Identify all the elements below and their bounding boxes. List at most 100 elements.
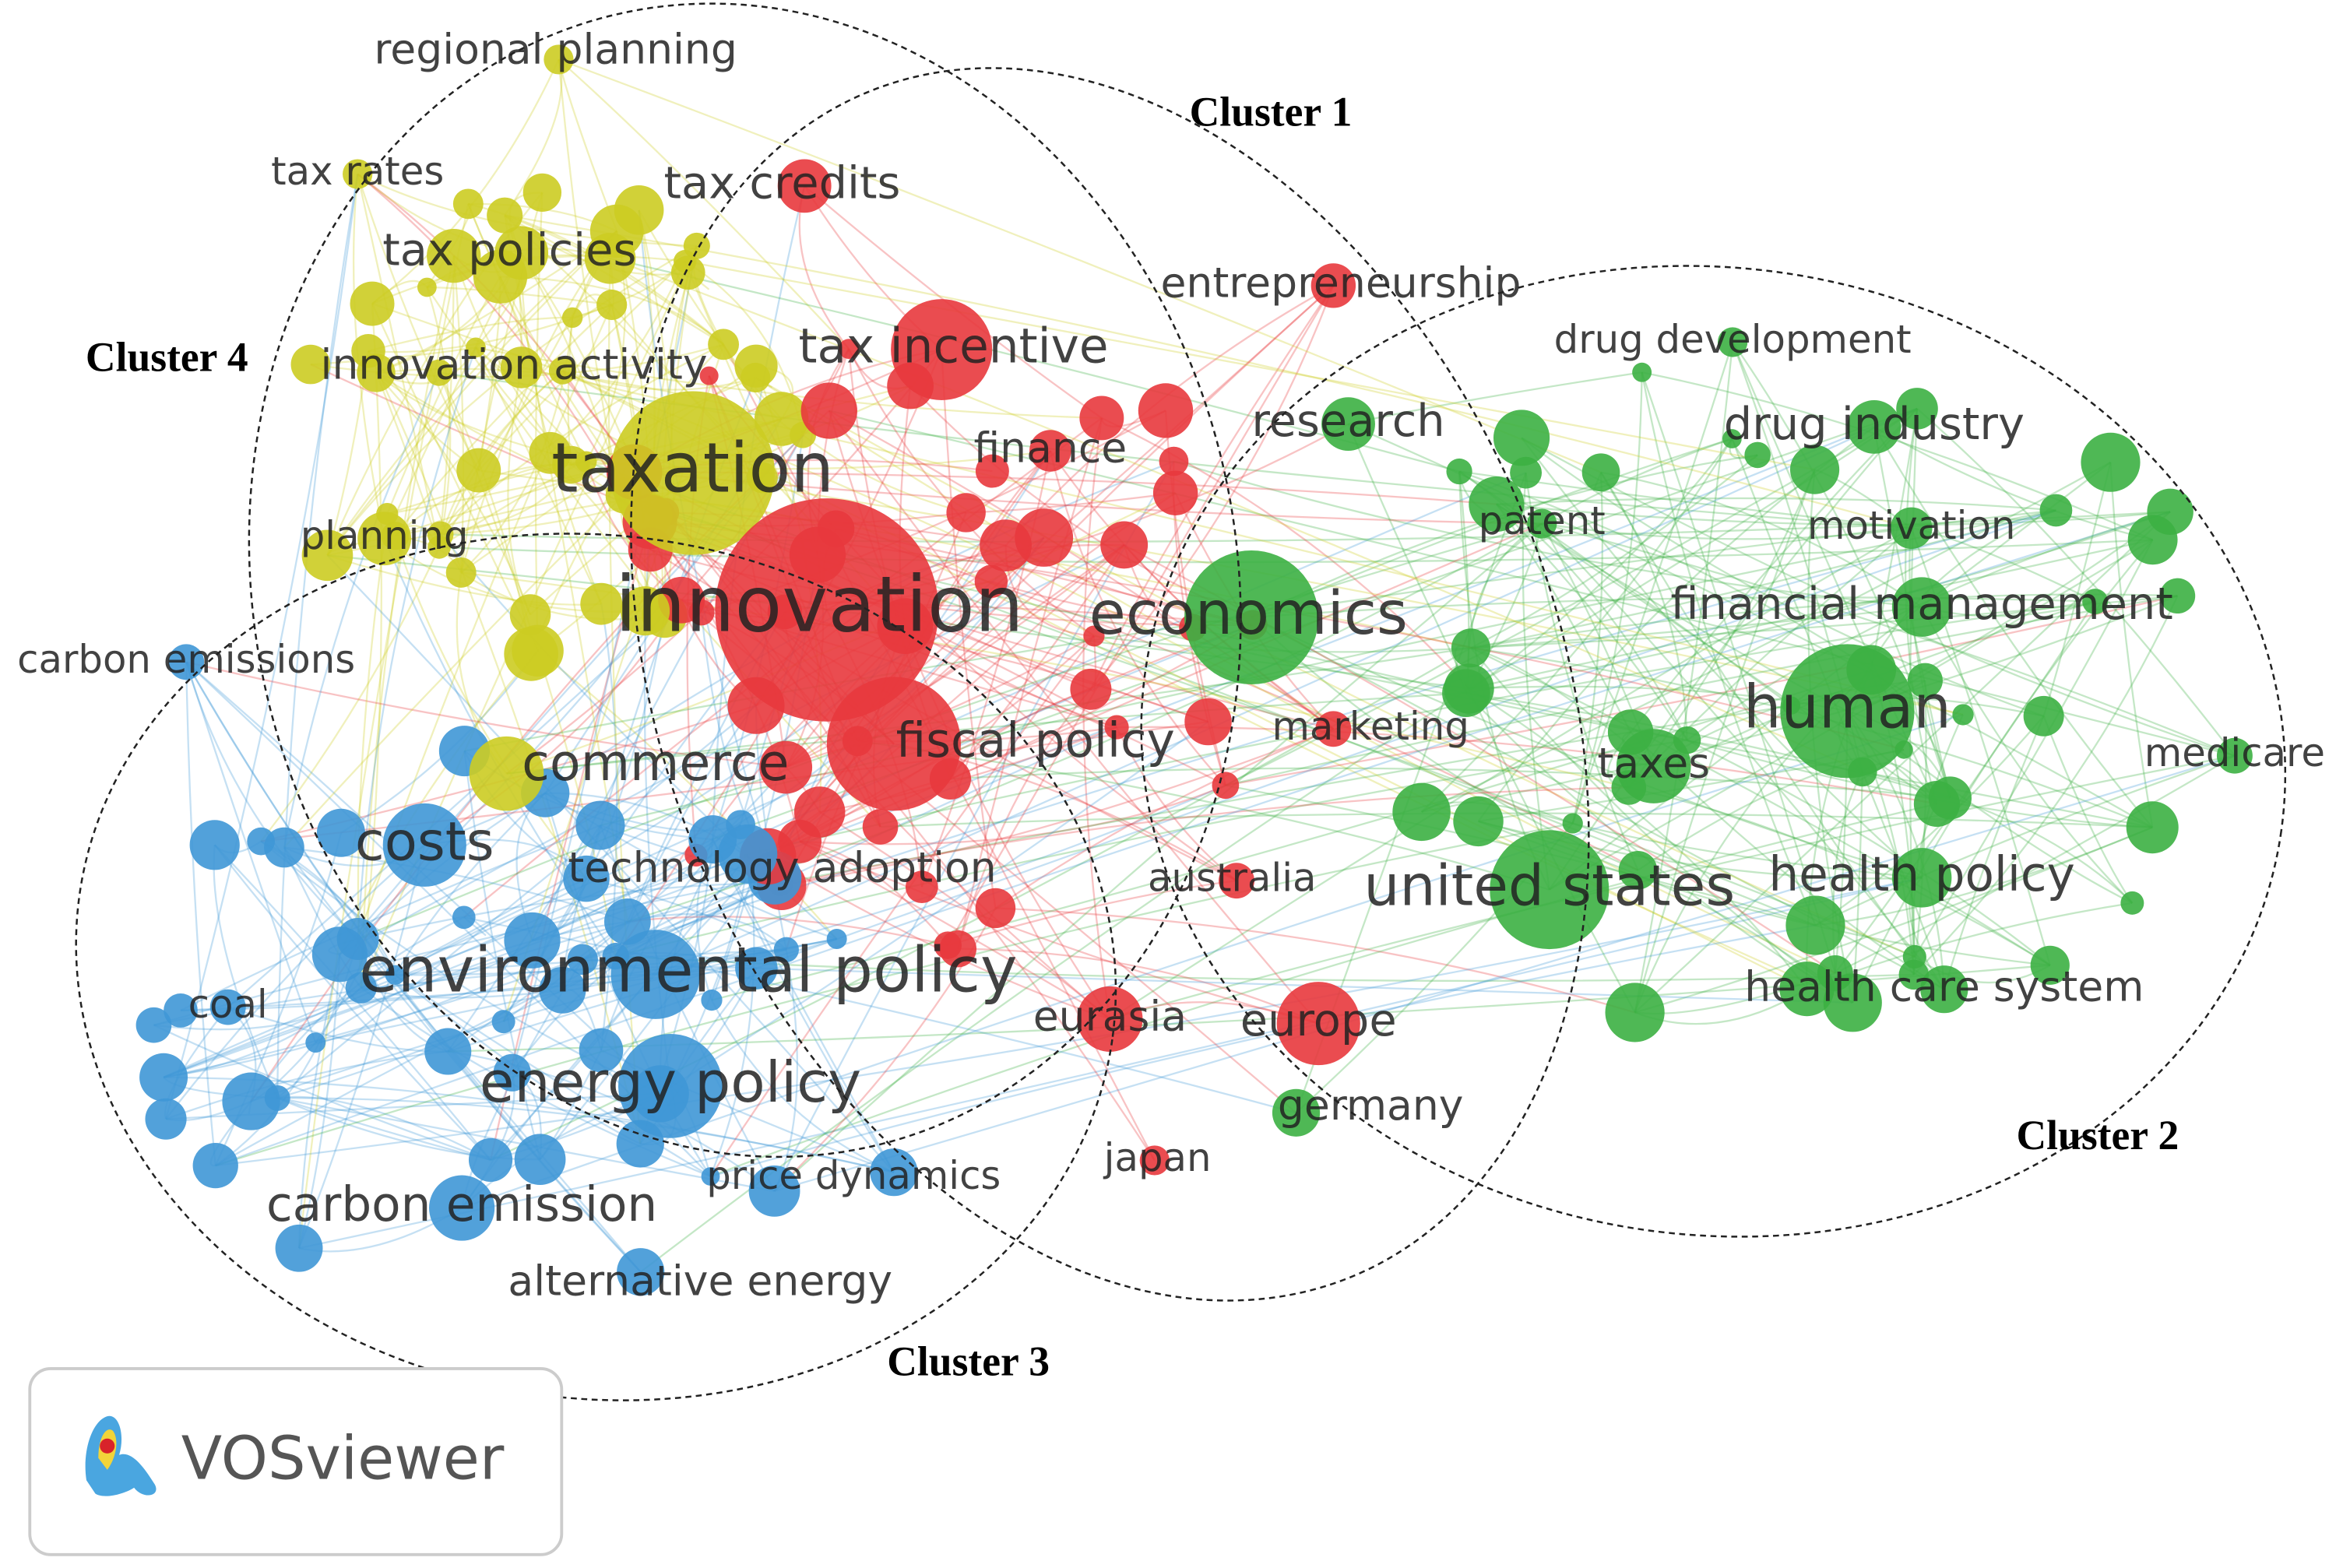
edge <box>773 522 1543 1192</box>
edge <box>357 938 642 1273</box>
edge <box>277 1095 491 1161</box>
node-label: fiscal policy <box>896 713 1175 768</box>
node-label: carbon emission <box>266 1177 657 1232</box>
node <box>1581 453 1620 492</box>
edge <box>1634 342 1734 1013</box>
edge <box>558 58 850 350</box>
edge <box>1470 606 1923 649</box>
edge <box>710 924 1816 1178</box>
node <box>1779 962 1835 1017</box>
edge <box>507 367 532 615</box>
nodes <box>135 44 2253 1296</box>
node <box>862 809 899 845</box>
node <box>1493 410 1550 466</box>
logo-box <box>28 1367 564 1556</box>
edge <box>250 916 465 1102</box>
edge <box>1521 437 2236 757</box>
edge <box>1470 454 1758 649</box>
node <box>1605 983 1665 1042</box>
node <box>589 204 644 258</box>
node-label: costs <box>355 810 494 873</box>
edge <box>357 174 480 471</box>
edge <box>276 1097 491 1162</box>
edge <box>1420 438 1733 813</box>
node-label: technology adoption <box>568 842 997 891</box>
edge <box>549 261 686 454</box>
node <box>1785 895 1845 955</box>
node <box>209 989 246 1025</box>
node <box>469 736 544 811</box>
edge <box>297 845 426 1249</box>
node <box>718 824 778 884</box>
edge <box>800 784 1226 846</box>
node <box>504 912 561 969</box>
node <box>975 888 1016 929</box>
node-label: motivation <box>1807 503 2015 548</box>
node <box>2023 695 2064 737</box>
edge <box>283 372 440 848</box>
edge <box>755 509 2056 969</box>
node <box>311 926 368 983</box>
node <box>1890 507 1933 550</box>
node <box>514 1134 566 1186</box>
node <box>759 740 813 794</box>
node <box>610 930 701 1019</box>
edge <box>634 471 1543 525</box>
edge <box>836 528 1639 871</box>
edge <box>1541 438 1733 525</box>
edge <box>1521 437 1923 879</box>
edge <box>297 954 341 1249</box>
edge <box>153 986 362 1031</box>
node <box>452 188 484 220</box>
node <box>509 594 551 635</box>
edge <box>438 371 1912 529</box>
node <box>2216 737 2253 774</box>
edge <box>394 974 641 1145</box>
edge <box>857 740 1550 891</box>
edge <box>1225 595 2178 786</box>
node <box>1276 982 1360 1066</box>
node <box>544 44 574 75</box>
node <box>939 930 977 968</box>
node-label: united states <box>1363 854 1735 919</box>
edge <box>477 260 686 471</box>
edge <box>1873 426 2153 541</box>
edge <box>773 460 1175 1192</box>
edge <box>1090 285 1335 691</box>
edge <box>394 535 587 880</box>
node <box>1219 863 1254 899</box>
node <box>708 329 740 360</box>
edge <box>361 986 563 999</box>
edge <box>1495 503 1688 741</box>
node <box>164 993 198 1028</box>
edge <box>215 882 781 1167</box>
edge <box>504 214 1912 529</box>
edge <box>438 539 2153 564</box>
edge <box>357 174 441 548</box>
node <box>1898 959 1930 990</box>
node <box>580 582 623 625</box>
edge <box>298 877 1923 1250</box>
edge <box>1470 595 2178 649</box>
edge <box>1732 341 1951 799</box>
node <box>946 493 986 533</box>
node <box>870 1148 918 1197</box>
edge <box>1468 687 1808 990</box>
edge <box>339 650 539 955</box>
node <box>2039 494 2073 527</box>
edge <box>990 580 1194 629</box>
edge <box>709 635 1095 1177</box>
node <box>699 366 719 385</box>
node-label: research <box>1251 395 1444 447</box>
edge <box>1814 754 2236 926</box>
node <box>500 346 543 388</box>
edge <box>213 845 279 1099</box>
edge <box>326 554 895 1173</box>
edge <box>215 511 2171 1167</box>
edge <box>994 728 1334 909</box>
cluster-label: Cluster 3 <box>887 1338 1050 1384</box>
edge <box>368 316 573 352</box>
node <box>385 965 406 986</box>
edge <box>1049 450 1226 786</box>
